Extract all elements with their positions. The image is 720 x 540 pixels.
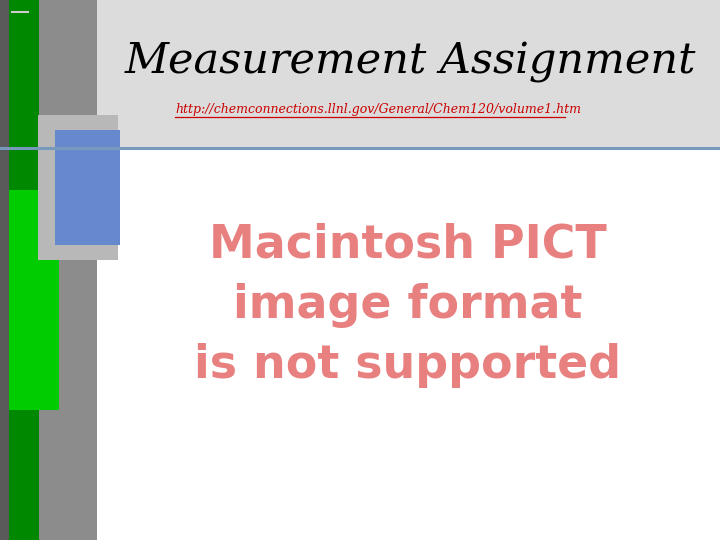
Bar [9, 190, 59, 410]
Bar [0, 147, 720, 150]
Text: image format: image format [233, 282, 582, 327]
Text: http://chemconnections.llnl.gov/General/Chem120/volume1.htm: http://chemconnections.llnl.gov/General/… [175, 104, 581, 117]
Bar [9, 0, 39, 540]
Bar [0, 0, 720, 150]
Bar [0, 0, 97, 540]
Bar [97, 147, 720, 540]
Text: Macintosh PICT: Macintosh PICT [209, 222, 607, 267]
Bar [55, 130, 120, 245]
Text: is not supported: is not supported [194, 342, 621, 388]
Bar [0, 0, 9, 540]
Bar [38, 115, 118, 260]
Text: Measurement Assignment: Measurement Assignment [125, 41, 696, 83]
